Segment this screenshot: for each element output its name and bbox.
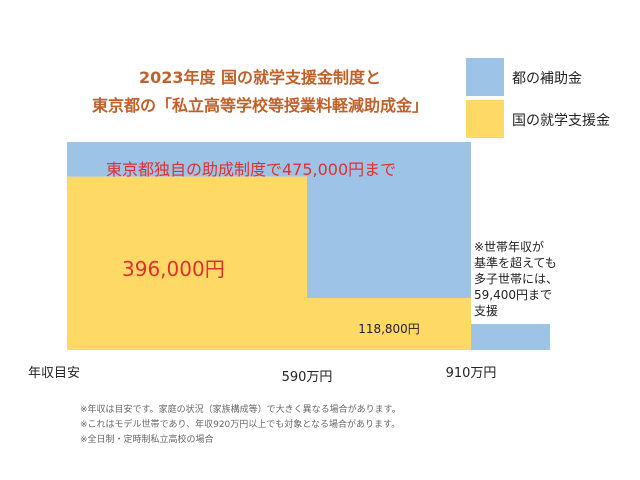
tokyo-bar-0 bbox=[67, 142, 307, 177]
legend-label-national: 国の就学支援金 bbox=[512, 113, 610, 129]
national-bar-0 bbox=[67, 176, 307, 350]
chart-title-line2: 東京都の「私立高等学校等授業料軽減助成金」 bbox=[91, 96, 428, 115]
note-1: ※年収は目安です。家庭の状況（家族構成等）で大きく異なる場合があります。 bbox=[80, 405, 401, 415]
tokyo-bar-1 bbox=[307, 142, 471, 298]
annotation-multi-child-3: 59,400円まで bbox=[474, 288, 552, 302]
annotation-tokyo-cap: 東京都独自の助成制度で475,000円まで bbox=[106, 160, 396, 179]
legend-swatch-national bbox=[466, 100, 504, 138]
annotation-multi-child-0: ※世帯年収が bbox=[474, 239, 544, 254]
annotation-multi-child-4: 支援 bbox=[474, 304, 498, 318]
annotation-multi-child-1: 基準を超えても bbox=[474, 255, 557, 270]
x-axis-title: 年収目安 bbox=[28, 366, 80, 381]
x-tick-910: 910万円 bbox=[446, 366, 497, 381]
annotation-multi-child-2: 多子世帯には、 bbox=[474, 272, 558, 286]
label-118800: 118,800円 bbox=[358, 322, 420, 336]
chart-title-line1: 2023年度 国の就学支援金制度と bbox=[138, 68, 382, 87]
tokyo-bar-2 bbox=[471, 323, 550, 350]
legend-swatch-tokyo bbox=[466, 58, 504, 96]
note-3: ※全日制・定時制私立高校の場合 bbox=[80, 435, 214, 445]
national-bar-1 bbox=[307, 297, 471, 350]
label-396000: 396,000円 bbox=[122, 257, 225, 281]
x-tick-590: 590万円 bbox=[282, 370, 333, 385]
legend-label-tokyo: 都の補助金 bbox=[512, 71, 582, 87]
note-2: ※これはモデル世帯であり、年収920万円以上でも対象となる場合があります。 bbox=[80, 420, 401, 430]
